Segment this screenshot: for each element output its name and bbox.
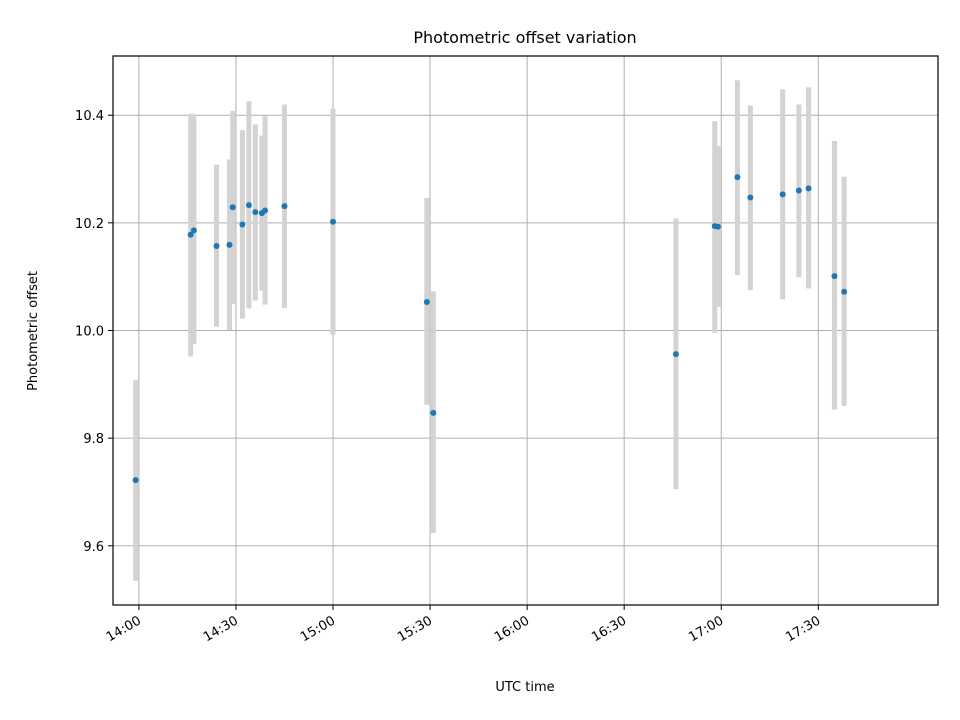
y-tick-label: 10.0 [75, 325, 104, 340]
x-tick-label: 17:30 [783, 613, 823, 645]
data-point [715, 223, 721, 230]
y-axis-label: Photometric offset [26, 271, 41, 391]
x-tick-label: 17:00 [686, 613, 726, 645]
data-point [245, 202, 252, 209]
data-point [213, 242, 220, 249]
data-point [190, 227, 197, 234]
data-point [831, 273, 838, 280]
x-tick-label: 16:00 [492, 613, 532, 645]
data-point [841, 288, 848, 295]
data-points [132, 174, 848, 484]
grid-lines [113, 56, 938, 605]
data-point [262, 207, 269, 214]
y-tick-label: 10.4 [75, 109, 104, 124]
data-point [252, 209, 259, 216]
data-point [239, 221, 246, 228]
x-tick-label: 14:30 [201, 613, 241, 645]
x-tick-label: 15:00 [298, 613, 338, 645]
data-point [281, 203, 288, 210]
data-point [187, 231, 194, 238]
data-point [805, 185, 812, 192]
data-point [795, 187, 802, 194]
x-axis-label: UTC time [495, 680, 554, 695]
y-axis-ticks: 9.6 9.8 10.0 10.2 10.4 [75, 109, 113, 555]
x-tick-label: 16:30 [589, 613, 629, 645]
data-point [229, 204, 236, 211]
x-tick-label: 14:00 [104, 613, 144, 645]
data-point [747, 194, 754, 201]
y-tick-label: 10.2 [75, 217, 104, 232]
y-tick-label: 9.6 [83, 540, 104, 555]
data-point [330, 218, 336, 225]
chart-title: Photometric offset variation [413, 28, 636, 47]
data-point [423, 298, 430, 305]
y-tick-label: 9.8 [83, 432, 104, 447]
data-point [672, 351, 679, 358]
data-point [226, 241, 233, 248]
data-point [779, 191, 786, 198]
x-axis-ticks: 14:00 14:30 15:00 15:30 16:00 16:30 17:00 17:30 [104, 605, 823, 645]
data-point [132, 477, 139, 484]
x-tick-label: 15:30 [395, 613, 435, 645]
data-point [430, 409, 437, 416]
data-point [734, 174, 741, 181]
